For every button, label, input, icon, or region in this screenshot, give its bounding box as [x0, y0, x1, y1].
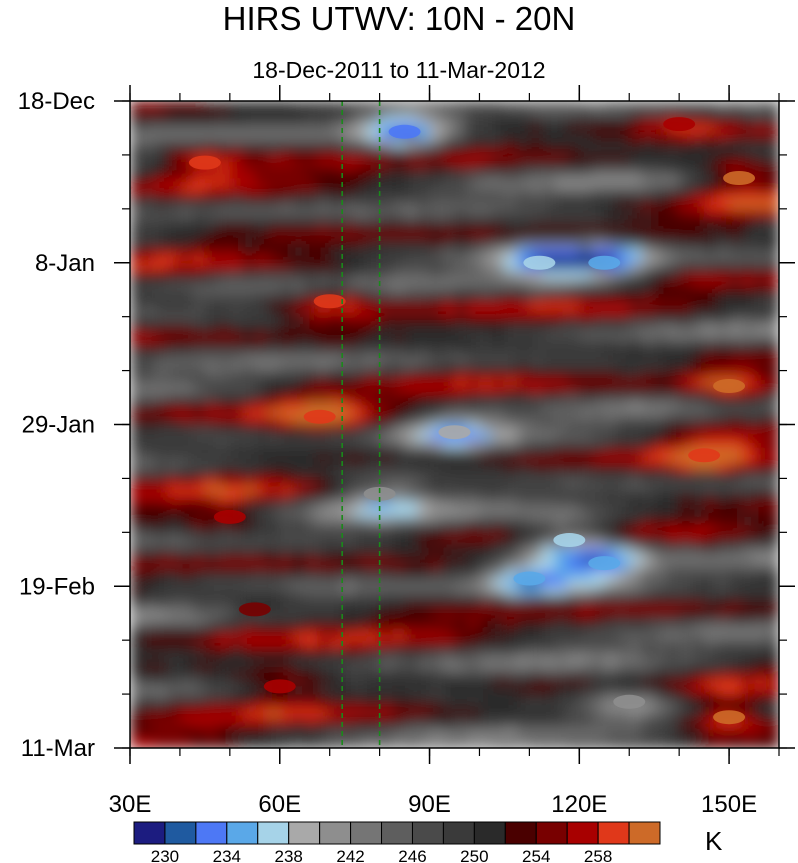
colorbar-label-5: 250 [460, 847, 488, 863]
colorbar-label-2: 238 [275, 847, 303, 863]
colorbar-label-6: 254 [522, 847, 550, 863]
colorbar-swatch-9 [411, 821, 444, 845]
x-tick-label-4: 150E [701, 791, 757, 818]
feature-core-7 [388, 124, 421, 139]
colorbar-swatch-6 [319, 821, 352, 845]
feature-core-17 [263, 679, 296, 694]
colorbar-unit-label: K [705, 826, 723, 856]
feature-core-5 [713, 378, 746, 393]
colorbar-swatch-10 [442, 821, 475, 845]
colorbar-swatch-0 [133, 821, 166, 845]
y-tick-label-3: 19-Feb [19, 573, 95, 600]
y-tick-label-2: 29-Jan [22, 412, 95, 439]
colorbar-swatch-11 [473, 821, 506, 845]
colorbar-label-1: 234 [213, 847, 241, 863]
feature-core-19 [213, 509, 246, 524]
feature-core-3 [313, 294, 346, 309]
colorbar-swatch-16 [628, 821, 661, 845]
colorbar-swatch-1 [164, 821, 197, 845]
colorbar-swatch-7 [350, 821, 383, 845]
x-tick-label-3: 120E [551, 791, 607, 818]
colorbar-label-7: 258 [584, 847, 612, 863]
y-tick-label-4: 11-Mar [21, 735, 95, 762]
feature-core-6 [688, 448, 721, 463]
y-tick-label-1: 8-Jan [35, 250, 95, 277]
heatmap-field [130, 101, 779, 748]
colorbar-label-0: 230 [151, 847, 179, 863]
colorbar-swatch-5 [288, 821, 321, 845]
chart-title: HIRS UTWV: 10N - 20N [222, 0, 576, 37]
feature-core-10 [438, 425, 471, 440]
feature-core-9 [588, 255, 621, 270]
colorbar-swatch-14 [566, 821, 599, 845]
colorbar-swatch-13 [535, 821, 568, 845]
colorbar-swatch-2 [195, 821, 228, 845]
feature-core-11 [363, 486, 396, 501]
feature-core-16 [713, 710, 746, 725]
colorbar-label-3: 242 [336, 847, 364, 863]
colorbar-swatch-12 [504, 821, 537, 845]
x-tick-label-0: 30E [109, 791, 152, 818]
colorbar-swatch-3 [226, 821, 259, 845]
colorbar-swatch-4 [257, 821, 290, 845]
colorbar-swatch-15 [597, 821, 630, 845]
feature-core-12 [553, 533, 586, 548]
feature-core-4 [303, 409, 336, 424]
colorbar-swatch-8 [381, 821, 413, 845]
colorbar: 230 234 238 242 246 250 254 258 [133, 821, 661, 863]
feature-core-15 [613, 694, 646, 709]
feature-core-8 [523, 255, 556, 270]
feature-core-1 [723, 171, 756, 186]
chart-subtitle: 18-Dec-2011 to 11-Mar-2012 [252, 57, 546, 83]
x-tick-label-1: 60E [258, 791, 301, 818]
feature-core-2 [188, 155, 221, 170]
feature-core-18 [238, 602, 271, 617]
feature-core-13 [588, 556, 621, 571]
colorbar-label-4: 246 [398, 847, 426, 863]
feature-core-0 [663, 117, 696, 132]
x-tick-label-2: 90E [408, 791, 451, 818]
feature-core-14 [513, 571, 546, 586]
y-tick-label-0: 18-Dec [18, 88, 95, 115]
